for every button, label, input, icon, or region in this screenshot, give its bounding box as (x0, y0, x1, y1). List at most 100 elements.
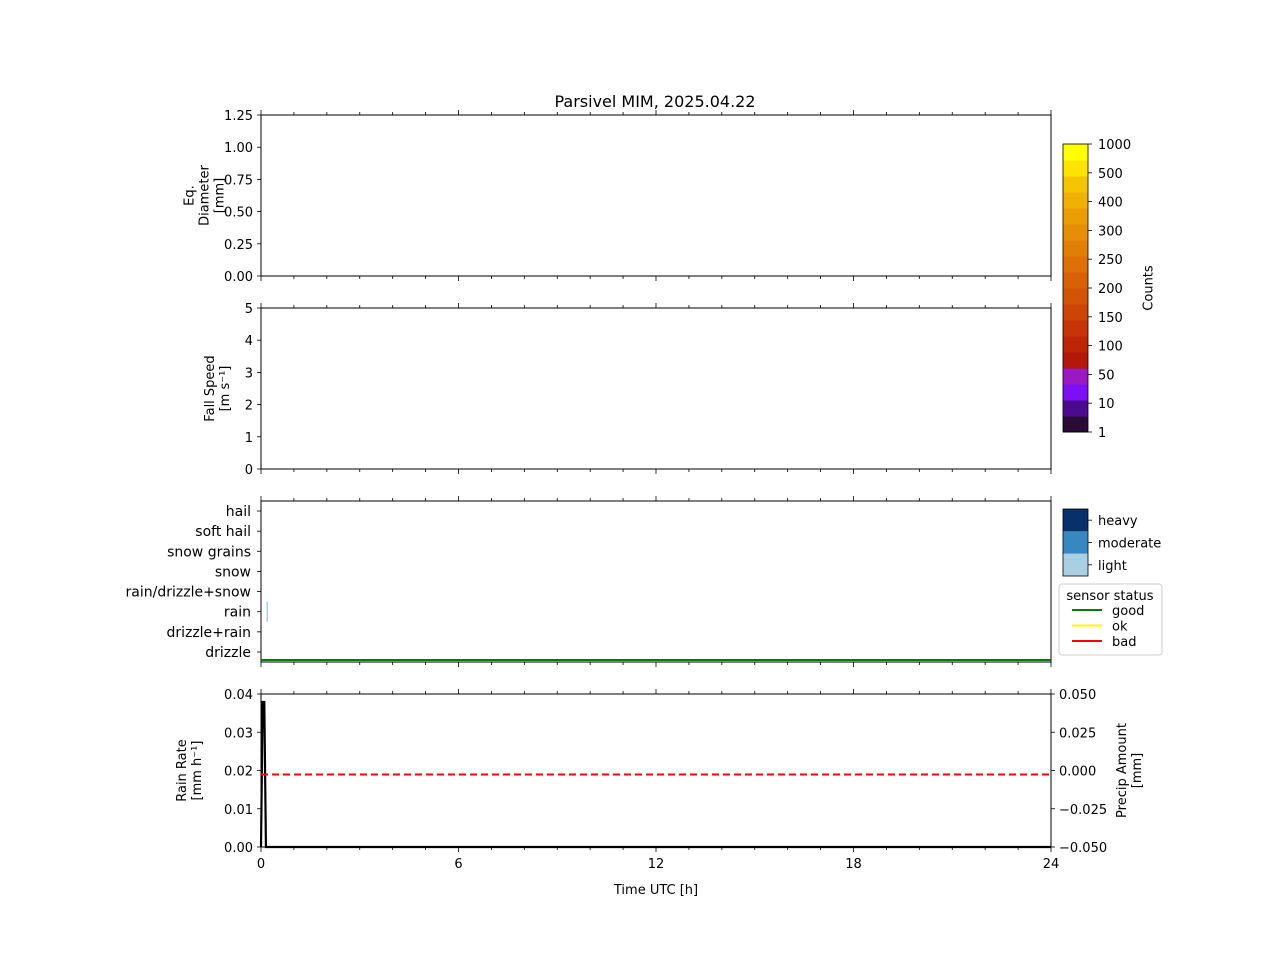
y-tick-label: 2 (245, 399, 253, 414)
intensity-swatch (1063, 509, 1088, 532)
colorbar-segment (1063, 384, 1088, 401)
colorbar-segment (1063, 320, 1088, 337)
rain-rate-panel: 0 6 12 18 24 0.00 0.01 0.02 0.03 0.04 −0.050 −0.025… (175, 688, 1145, 898)
intensity-label: heavy (1098, 514, 1138, 529)
colorbar-segment (1063, 208, 1088, 225)
colorbar-tick-label: 100 (1098, 340, 1123, 355)
colorbar-segment (1063, 304, 1088, 321)
y-tick-label: 0.00 (224, 270, 253, 285)
category-label: hail (226, 504, 251, 520)
y-axis-label: [mm h⁻¹] (190, 741, 205, 801)
y-tick-label: 1.25 (224, 109, 253, 124)
y-tick-label: 3 (245, 366, 253, 381)
y2-tick-label: 0.050 (1059, 688, 1096, 703)
y-tick-label: 0.75 (224, 173, 253, 188)
legend-title: sensor status (1066, 589, 1153, 604)
colorbar-segment (1063, 224, 1088, 241)
colorbar-segment (1063, 416, 1088, 433)
figure-title: Parsivel MIM, 2025.04.22 (554, 92, 755, 111)
y-axis-label: Rain Rate (175, 739, 190, 802)
y-axis-label: Diameter (198, 165, 213, 226)
intensity-label: light (1098, 559, 1127, 574)
colorbar-segment (1063, 352, 1088, 369)
y2-tick-label: 0.000 (1059, 765, 1096, 780)
axes-frame (260, 693, 1052, 848)
axes-frame (260, 114, 1052, 277)
x-tick-label: 18 (845, 857, 862, 872)
y-axis-label: [mm] (213, 178, 228, 213)
y2-tick-label: −0.025 (1059, 803, 1107, 818)
y-tick-label: 4 (245, 334, 253, 349)
x-tick-label: 24 (1043, 857, 1060, 872)
axes-frame (260, 307, 1052, 470)
y-tick-label: 0.02 (224, 765, 253, 780)
y-tick-label: 0.01 (224, 803, 253, 818)
category-label: rain (224, 605, 251, 621)
diameter-panel: 0.00 0.25 0.50 0.75 1.00 1.25 Eq. Diameter [mm] (183, 109, 1052, 285)
y2-axis-label: [mm] (1130, 753, 1145, 788)
axes-frame (260, 500, 1052, 663)
colorbar-segment (1063, 400, 1088, 417)
colorbar-segment (1063, 144, 1088, 161)
colorbar-tick-label: 400 (1098, 196, 1123, 211)
colorbar-tick-label: 500 (1098, 167, 1123, 182)
category-label: soft hail (195, 524, 251, 540)
y-axis-label: [m s⁻¹] (218, 366, 233, 412)
category-label: snow grains (167, 544, 251, 560)
y-tick-label: 0.00 (224, 841, 253, 856)
y-tick-label: 0.25 (224, 238, 253, 253)
legend-box (1058, 583, 1163, 656)
y-tick-label: 0.03 (224, 726, 253, 741)
x-axis-label: Time UTC [h] (613, 883, 698, 898)
legend-item-label: ok (1112, 620, 1128, 635)
y-tick-label: 0 (245, 463, 253, 478)
colorbar-tick-label: 1000 (1098, 138, 1131, 153)
colorbar-segment (1063, 336, 1088, 353)
y-tick-label: 0.04 (224, 688, 253, 703)
colorbar-tick-label: 1 (1098, 426, 1106, 441)
precip-type-panel: drizzle drizzle+rain rain rain/drizzle+snow… (126, 496, 1052, 667)
rain-rate-line (259, 700, 1051, 849)
colorbar-tick-label: 50 (1098, 368, 1115, 383)
colorbar-tick-label: 250 (1098, 253, 1123, 268)
y2-tick-label: −0.050 (1059, 841, 1107, 856)
fallspeed-panel: 0 1 2 3 4 5 Fall Speed [m s⁻¹] (203, 302, 1052, 478)
colorbar-segment (1063, 240, 1088, 257)
colorbar-segment (1063, 368, 1088, 385)
intensity-swatch (1063, 553, 1088, 576)
colorbar-label: Counts (1142, 265, 1157, 311)
y-axis-label: Eq. (183, 185, 198, 206)
colorbar-tick-label: 300 (1098, 224, 1123, 239)
colorbar-tick-label: 200 (1098, 282, 1123, 297)
colorbar-segment (1063, 288, 1088, 305)
y2-axis-label: Precip Amount (1115, 723, 1130, 818)
category-label: drizzle (205, 645, 251, 661)
colorbar-segment (1063, 176, 1088, 193)
y-tick-label: 1.00 (224, 141, 253, 156)
intensity-label: moderate (1098, 537, 1161, 552)
y-tick-label: 1 (245, 431, 253, 446)
category-label: snow (215, 564, 251, 580)
x-tick-label: 0 (257, 857, 265, 872)
colorbar-segment (1063, 160, 1088, 177)
colorbar-tick-label: 10 (1098, 397, 1115, 412)
intensity-swatch (1063, 531, 1088, 554)
category-label: drizzle+rain (166, 625, 251, 641)
legend-item-label: good (1112, 604, 1144, 619)
legend-item-label: bad (1112, 635, 1136, 650)
y-tick-label: 0.50 (224, 206, 253, 221)
y-tick-label: 5 (245, 302, 253, 317)
x-tick-label: 12 (648, 857, 665, 872)
category-label: rain/drizzle+snow (126, 585, 251, 601)
colorbar-segment (1063, 272, 1088, 289)
x-tick-label: 6 (454, 857, 462, 872)
counts-colorbar: 1 10 50 100 150 200 250 300 400 500 1000 Counts (1062, 138, 1157, 441)
y2-tick-label: 0.025 (1059, 726, 1096, 741)
colorbar-segment (1063, 192, 1088, 209)
y-axis-label: Fall Speed (203, 355, 218, 421)
intensity-frame (1062, 508, 1089, 577)
intensity-colorbar: light moderate heavy (1062, 508, 1161, 577)
colorbar-tick-label: 150 (1098, 311, 1123, 326)
colorbar-segment (1063, 256, 1088, 273)
